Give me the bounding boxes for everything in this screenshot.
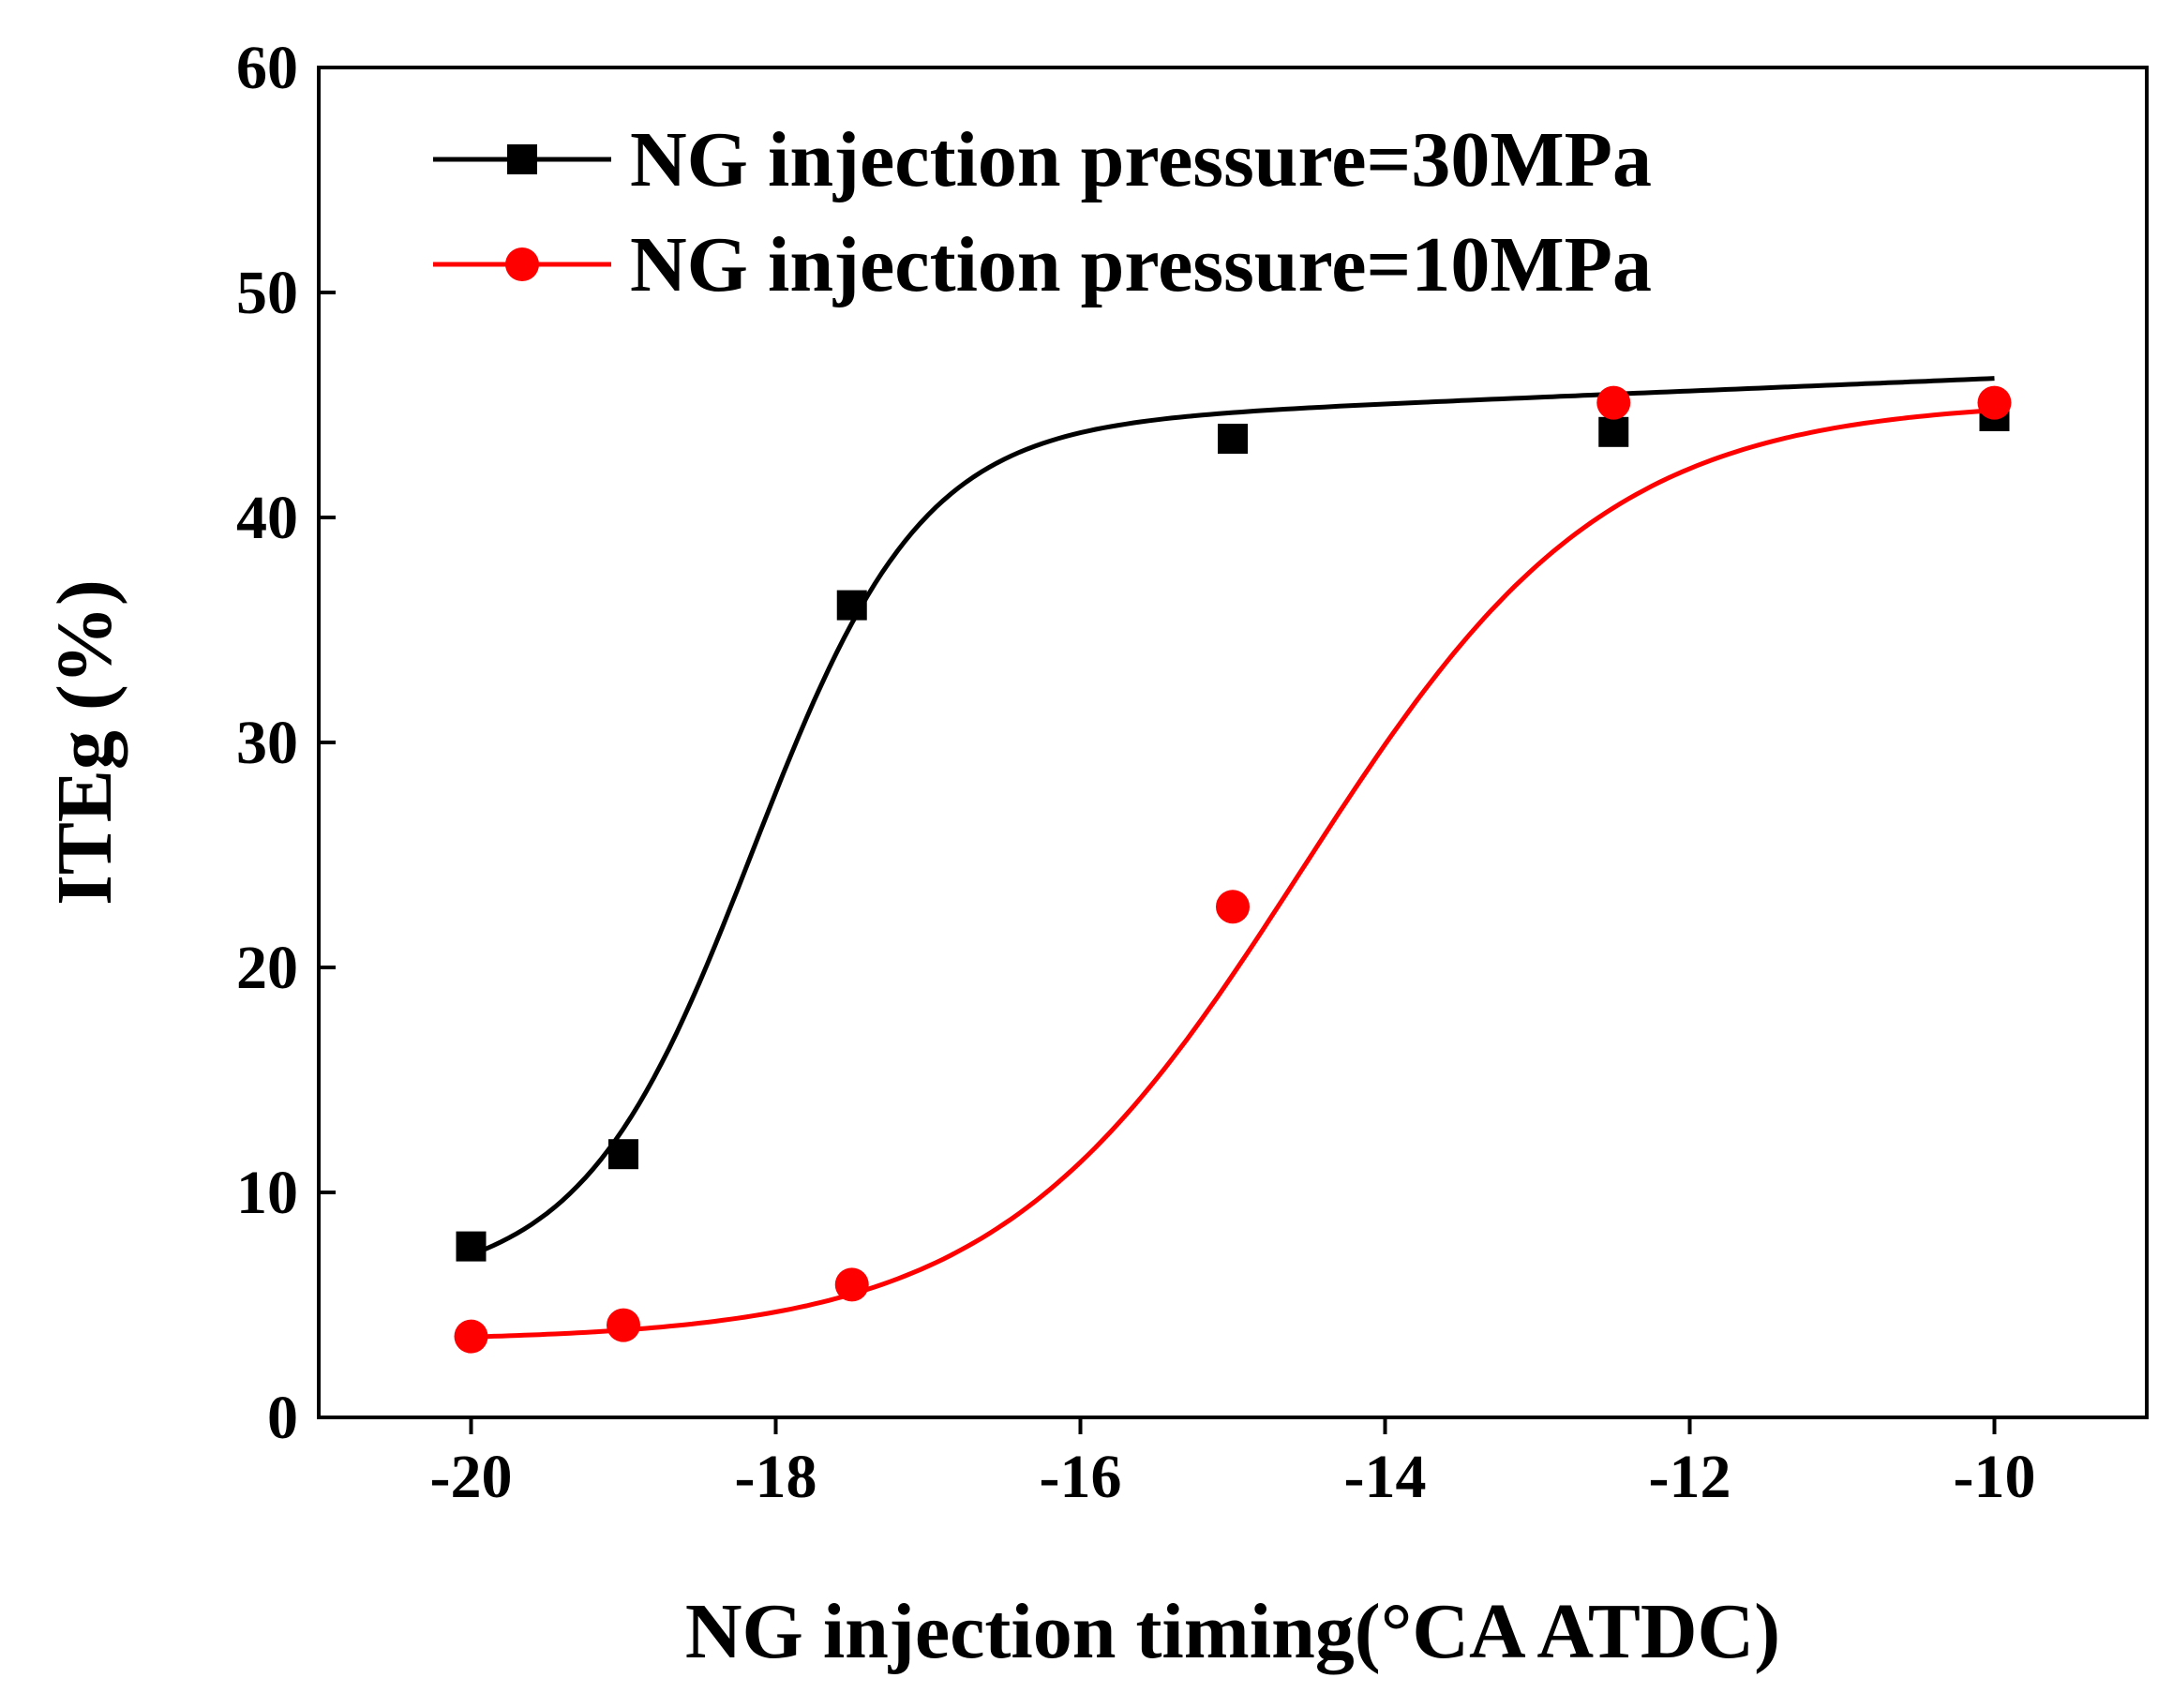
data-point — [1598, 416, 1629, 447]
x-axis-title: NG injection timing(°CA ATDC) — [685, 1588, 1780, 1675]
data-point — [456, 1231, 487, 1262]
y-tick-label: 30 — [236, 709, 298, 777]
data-point — [836, 590, 867, 621]
x-tick-label: -18 — [735, 1443, 817, 1511]
data-point — [1977, 385, 2012, 420]
y-tick-label: 10 — [236, 1159, 298, 1227]
x-axis-ticks: -20 -18 -16 -14 -12 -10 — [430, 1417, 2036, 1511]
legend-item-2: NG injection pressure=10MPa — [433, 221, 1652, 308]
x-tick-label: -16 — [1040, 1443, 1122, 1511]
y-tick-label: 0 — [267, 1384, 298, 1452]
x-tick-label: -10 — [1954, 1443, 2036, 1511]
data-point — [834, 1267, 869, 1302]
y-tick-label: 20 — [236, 934, 298, 1002]
data-point — [607, 1308, 640, 1342]
fit-curve — [471, 408, 1995, 1340]
data-point — [1596, 385, 1631, 420]
y-axis-title: ITEg (%) — [41, 579, 128, 906]
y-axis-ticks: 0 10 20 30 40 50 60 — [236, 34, 336, 1452]
x-tick-label: -14 — [1344, 1443, 1427, 1511]
legend-item-1: NG injection pressure=30MPa — [433, 116, 1652, 203]
x-tick-label: -20 — [430, 1443, 513, 1511]
y-tick-label: 40 — [236, 484, 298, 552]
legend: NG injection pressure=30MPa NG injection … — [433, 116, 1652, 308]
data-point — [608, 1139, 638, 1170]
y-tick-label: 60 — [236, 34, 298, 102]
x-tick-label: -12 — [1649, 1443, 1731, 1511]
series-2 — [454, 385, 2012, 1354]
legend-marker — [505, 247, 539, 281]
legend-label: NG injection pressure=10MPa — [630, 221, 1652, 308]
series-layer — [454, 376, 2012, 1354]
legend-marker — [507, 144, 537, 174]
data-point — [1216, 890, 1250, 924]
legend-label: NG injection pressure=30MPa — [630, 116, 1652, 203]
data-point — [454, 1319, 488, 1354]
series-1 — [456, 376, 2010, 1262]
data-point — [1218, 424, 1248, 454]
y-tick-label: 50 — [236, 259, 298, 327]
fit-curve — [470, 376, 1995, 1257]
